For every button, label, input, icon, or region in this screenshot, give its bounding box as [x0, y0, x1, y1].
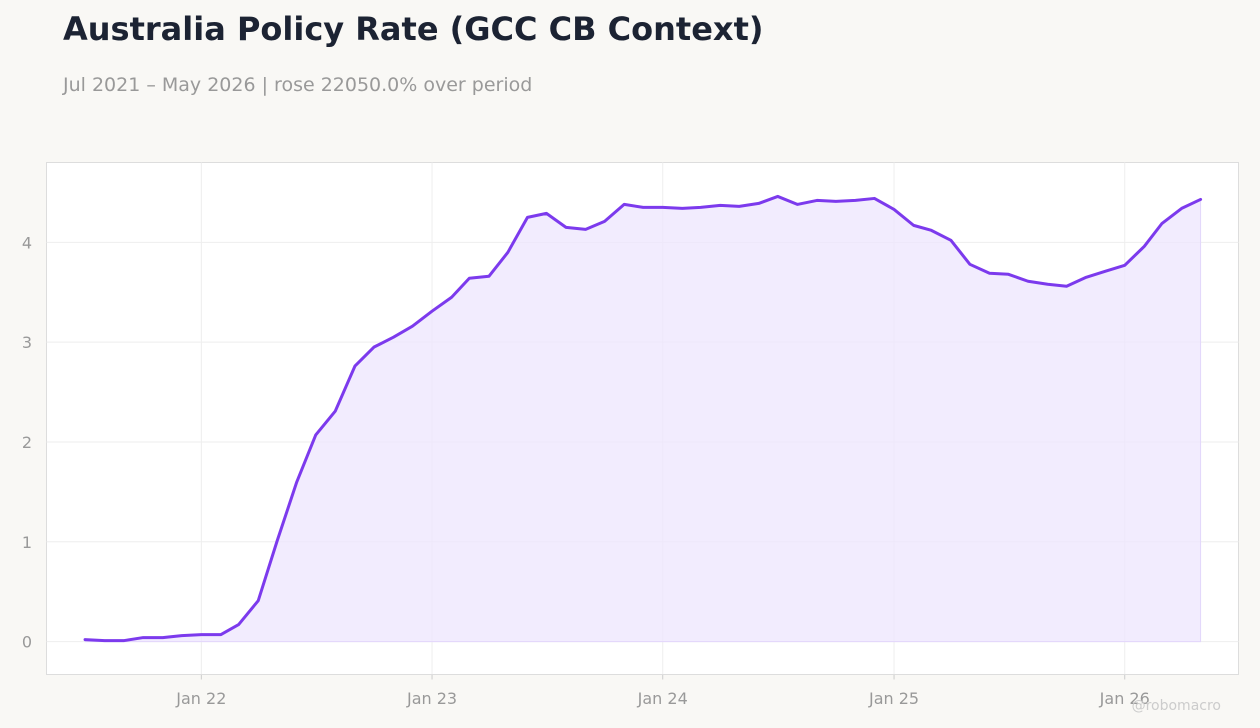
data-point-30 — [660, 204, 666, 210]
y-axis-ticks: 0 1 2 3 4 — [22, 233, 32, 651]
data-point-50 — [1045, 281, 1051, 287]
data-point-33 — [717, 202, 723, 208]
data-point-28 — [621, 201, 627, 207]
chart-subtitle: Jul 2021 – May 2026 | rose 22050.0% over… — [63, 74, 533, 96]
data-point-39 — [833, 198, 839, 204]
data-point-46 — [967, 261, 973, 267]
data-point-35 — [756, 200, 762, 206]
x-tick-label-2: Jan 24 — [637, 689, 688, 708]
data-point-32 — [698, 204, 704, 210]
data-point-58 — [1198, 196, 1204, 202]
data-point-38 — [814, 197, 820, 203]
data-point-51 — [1064, 283, 1070, 289]
series-layer — [83, 194, 1203, 643]
data-point-41 — [871, 195, 877, 201]
y-tick-label-4: 4 — [22, 233, 32, 252]
data-point-13 — [332, 408, 338, 414]
data-point-57 — [1179, 205, 1185, 211]
data-point-7 — [218, 632, 224, 638]
data-point-31 — [679, 205, 685, 211]
data-point-40 — [852, 197, 858, 203]
x-axis-ticks: Jan 22 Jan 23 Jan 24 Jan 25 Jan 26 — [175, 674, 1150, 708]
data-point-8 — [236, 622, 242, 628]
y-tick-label-0: 0 — [22, 633, 32, 652]
y-tick-label-3: 3 — [22, 333, 32, 352]
data-point-18 — [429, 308, 435, 314]
data-point-16 — [390, 334, 396, 340]
data-point-43 — [911, 222, 917, 228]
data-point-10 — [274, 538, 280, 544]
data-point-56 — [1159, 220, 1165, 226]
series-line — [83, 194, 1203, 643]
data-point-9 — [255, 598, 261, 604]
data-point-6 — [198, 632, 204, 638]
data-point-52 — [1083, 274, 1089, 280]
x-tick-label-1: Jan 23 — [406, 689, 457, 708]
data-point-29 — [640, 204, 646, 210]
data-point-34 — [736, 203, 742, 209]
data-point-22 — [505, 249, 511, 255]
data-point-0 — [82, 637, 88, 643]
x-tick-label-0: Jan 22 — [175, 689, 226, 708]
data-point-11 — [294, 479, 300, 485]
data-point-17 — [409, 323, 415, 329]
data-point-55 — [1141, 243, 1147, 249]
data-point-47 — [986, 270, 992, 276]
data-point-25 — [563, 224, 569, 230]
data-point-14 — [352, 363, 358, 369]
data-point-48 — [1005, 271, 1011, 277]
data-point-12 — [313, 432, 319, 438]
data-point-54 — [1122, 262, 1128, 268]
data-point-1 — [102, 638, 108, 644]
data-point-37 — [794, 201, 800, 207]
data-point-26 — [583, 226, 589, 232]
y-tick-label-1: 1 — [22, 533, 32, 552]
data-point-27 — [602, 218, 608, 224]
data-point-21 — [486, 273, 492, 279]
data-point-23 — [524, 214, 530, 220]
data-point-53 — [1102, 268, 1108, 274]
data-point-15 — [371, 344, 377, 350]
data-point-5 — [179, 633, 185, 639]
y-tick-label-2: 2 — [22, 433, 32, 452]
data-point-20 — [466, 275, 472, 281]
watermark: @robomacro — [1132, 698, 1221, 714]
data-point-2 — [121, 638, 127, 644]
x-tick-label-4: Jan 26 — [1099, 689, 1150, 708]
data-point-36 — [775, 193, 781, 199]
x-tick-label-3: Jan 25 — [868, 689, 919, 708]
data-point-4 — [160, 635, 166, 641]
data-point-44 — [928, 227, 934, 233]
data-point-45 — [948, 237, 954, 243]
data-point-19 — [449, 294, 455, 300]
data-point-49 — [1025, 278, 1031, 284]
data-point-24 — [543, 210, 549, 216]
data-point-42 — [891, 206, 897, 212]
chart-title: Australia Policy Rate (GCC CB Context) — [63, 10, 764, 48]
data-point-3 — [140, 635, 146, 641]
